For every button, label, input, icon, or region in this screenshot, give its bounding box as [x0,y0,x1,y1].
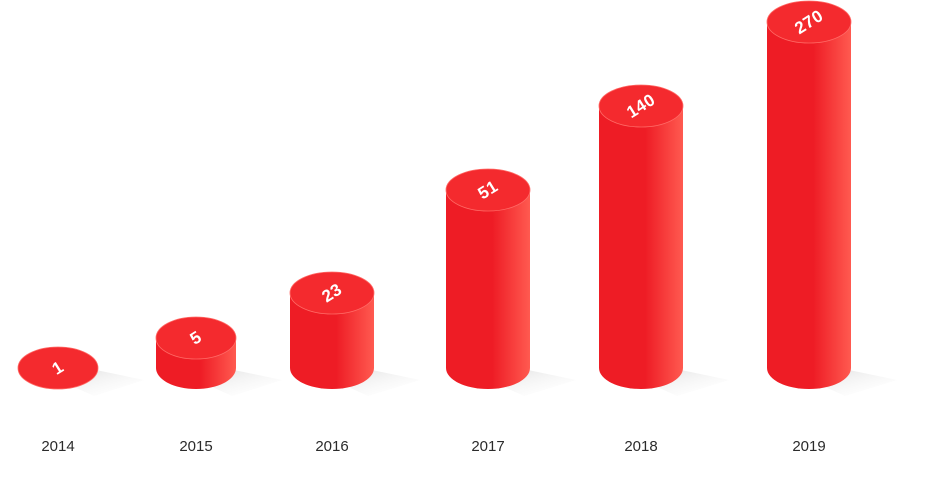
x-tick-label: 2017 [471,438,504,455]
bar-body [767,22,851,389]
year-labels: 2014 2015 2016 2017 2018 2019 [41,438,825,455]
bar-2018: 140 [598,84,684,389]
bar-top [445,168,531,212]
x-tick-label: 2018 [624,438,657,455]
bar-2019: 270 [766,0,852,389]
bar-2016: 23 [289,271,375,389]
bar-top [289,271,375,315]
x-tick-label: 2014 [41,438,74,455]
bar-2014: 1 [17,346,99,390]
bar-body [290,293,374,389]
bars: 1 5 23 51 140 270 [17,0,852,390]
x-tick-label: 2015 [179,438,212,455]
bar-top [766,0,852,44]
bar-2017: 51 [445,168,531,389]
bar-body [599,106,683,389]
x-tick-label: 2016 [315,438,348,455]
x-tick-label: 2019 [792,438,825,455]
bar-2015: 5 [155,316,237,389]
bar-top [155,316,237,360]
bar-body [446,190,530,389]
bar-top [598,84,684,128]
bar-top [17,346,99,390]
